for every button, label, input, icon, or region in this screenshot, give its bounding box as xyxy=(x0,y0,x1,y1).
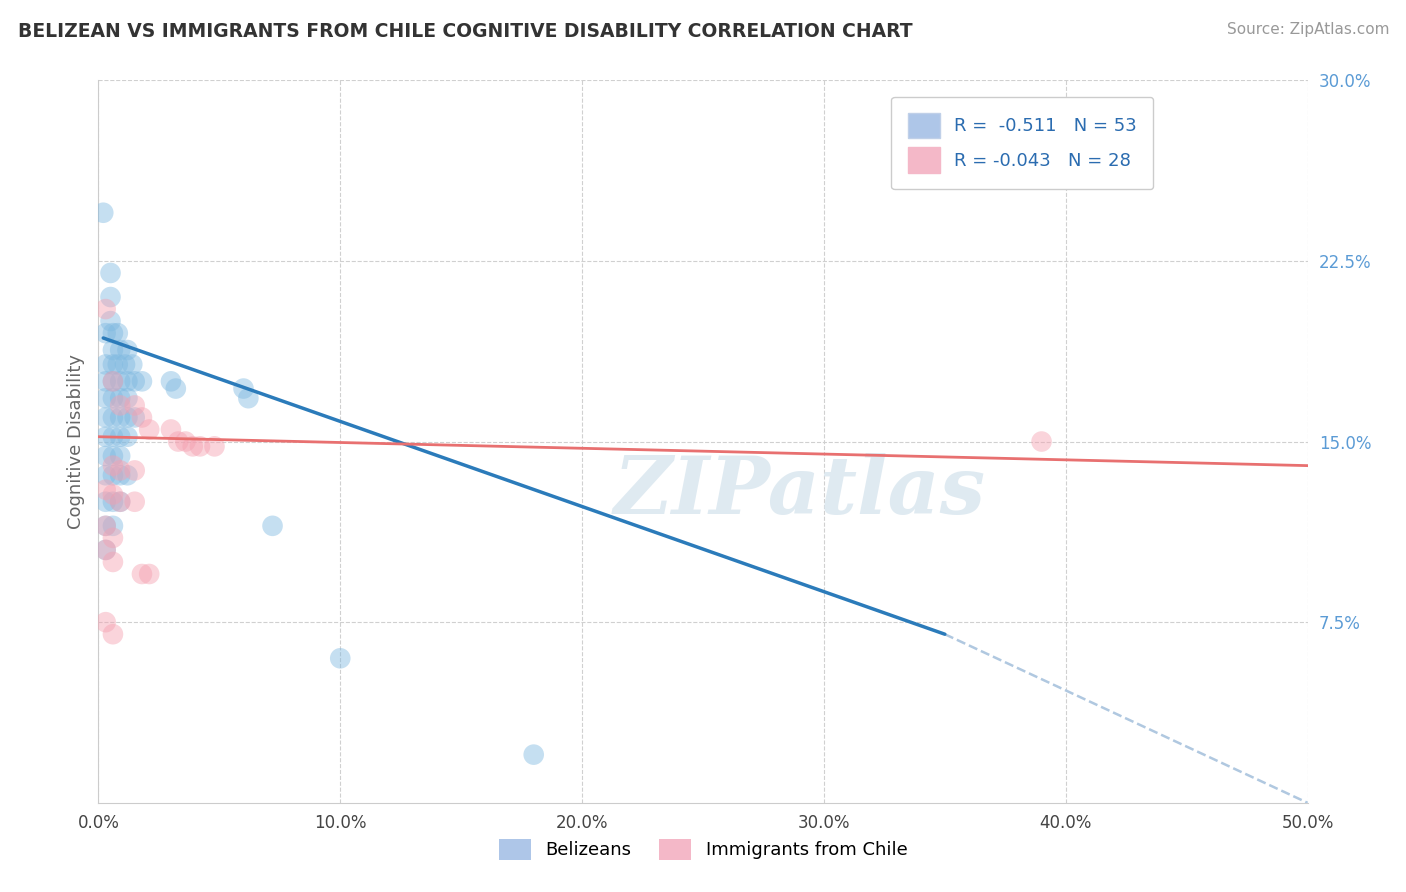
Point xyxy=(100,314,122,328)
Point xyxy=(94,301,117,317)
Point xyxy=(108,391,131,405)
Point xyxy=(94,410,117,425)
Y-axis label: Cognitive Disability: Cognitive Disability xyxy=(66,354,84,529)
Point xyxy=(101,555,124,569)
Point xyxy=(523,747,546,762)
Point xyxy=(160,422,183,436)
Text: ZIPatlas: ZIPatlas xyxy=(613,453,986,531)
Point xyxy=(101,449,124,463)
Point xyxy=(94,391,117,405)
Legend: R =  -0.511   N = 53, R = -0.043   N = 28: R = -0.511 N = 53, R = -0.043 N = 28 xyxy=(891,96,1153,189)
Point xyxy=(101,343,124,357)
Point xyxy=(101,487,124,501)
Point xyxy=(131,374,153,388)
Legend: Belizeans, Immigrants from Chile: Belizeans, Immigrants from Chile xyxy=(484,824,922,874)
Point xyxy=(101,494,124,508)
Point xyxy=(108,449,131,463)
Point xyxy=(108,463,131,477)
Point xyxy=(107,326,129,340)
Point xyxy=(138,567,160,582)
Point xyxy=(107,358,129,372)
Point xyxy=(101,458,124,473)
Point xyxy=(94,326,117,340)
Point xyxy=(108,398,131,412)
Point xyxy=(101,391,124,405)
Point xyxy=(108,430,131,444)
Point xyxy=(101,627,124,641)
Point xyxy=(101,430,124,444)
Point xyxy=(131,567,153,582)
Point xyxy=(101,358,124,372)
Point xyxy=(181,439,204,453)
Point xyxy=(108,494,131,508)
Point xyxy=(138,422,160,436)
Point xyxy=(174,434,197,449)
Point xyxy=(94,518,117,533)
Point xyxy=(94,483,117,497)
Point xyxy=(117,468,139,483)
Point xyxy=(94,430,117,444)
Point xyxy=(262,518,284,533)
Point xyxy=(117,391,139,405)
Point xyxy=(94,542,117,557)
Point xyxy=(124,410,146,425)
Point xyxy=(101,531,124,545)
Point xyxy=(165,382,187,396)
Point xyxy=(1031,434,1053,449)
Point xyxy=(94,542,117,557)
Point xyxy=(232,382,254,396)
Point xyxy=(101,468,124,483)
Point xyxy=(101,410,124,425)
Point xyxy=(101,518,124,533)
Point xyxy=(108,343,131,357)
Point xyxy=(117,374,139,388)
Point xyxy=(117,430,139,444)
Point xyxy=(117,410,139,425)
Point xyxy=(121,358,143,372)
Point xyxy=(94,494,117,508)
Point xyxy=(108,374,131,388)
Point xyxy=(238,391,260,405)
Point xyxy=(101,374,124,388)
Point xyxy=(124,398,146,412)
Point xyxy=(100,290,122,304)
Point xyxy=(100,266,122,280)
Point xyxy=(108,410,131,425)
Point xyxy=(94,374,117,388)
Point xyxy=(101,326,124,340)
Point xyxy=(204,439,226,453)
Point xyxy=(91,205,114,219)
Point xyxy=(101,374,124,388)
Point xyxy=(124,463,146,477)
Point xyxy=(188,439,211,453)
Point xyxy=(117,343,139,357)
Point xyxy=(160,374,183,388)
Text: BELIZEAN VS IMMIGRANTS FROM CHILE COGNITIVE DISABILITY CORRELATION CHART: BELIZEAN VS IMMIGRANTS FROM CHILE COGNIT… xyxy=(18,22,912,41)
Point xyxy=(167,434,190,449)
Point xyxy=(94,615,117,630)
Point xyxy=(124,374,146,388)
Point xyxy=(94,358,117,372)
Point xyxy=(94,468,117,483)
Text: Source: ZipAtlas.com: Source: ZipAtlas.com xyxy=(1226,22,1389,37)
Point xyxy=(94,449,117,463)
Point xyxy=(114,358,136,372)
Point xyxy=(108,468,131,483)
Point xyxy=(94,518,117,533)
Point xyxy=(131,410,153,425)
Point xyxy=(329,651,352,665)
Point xyxy=(108,494,131,508)
Point xyxy=(124,494,146,508)
